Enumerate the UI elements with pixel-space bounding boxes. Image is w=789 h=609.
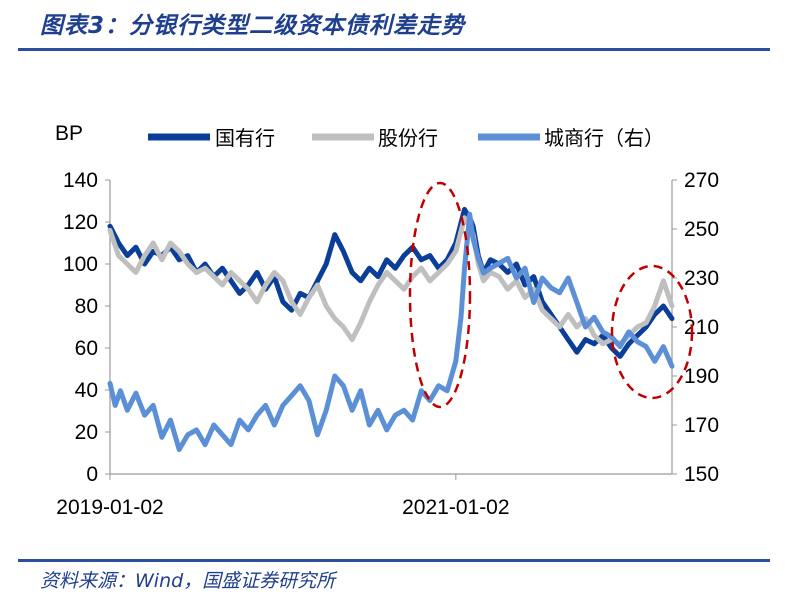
y-right-tick-label: 250 (684, 218, 719, 241)
series-group (107, 206, 675, 452)
highlight-ellipse-2022 (610, 264, 694, 400)
y-right-tick-label: 170 (684, 414, 719, 437)
series-line-city-banks (107, 211, 675, 452)
y-left-tick-label: 120 (63, 211, 98, 234)
y-left-tick-label: 80 (75, 295, 98, 318)
y-right-tick-label: 150 (684, 463, 719, 486)
legend-label-joint-stock: 股份行 (378, 126, 438, 150)
y-left-tick-label: 100 (63, 253, 98, 276)
y-right-tick-label: 270 (684, 169, 719, 192)
x-tick-label: 2019-01-02 (56, 496, 163, 519)
legend-label-state-banks: 国有行 (215, 126, 275, 150)
y-right-tick-label: 230 (684, 267, 719, 290)
y-left-tick-label: 60 (75, 337, 98, 360)
series-line-state-banks (107, 206, 675, 359)
y-left-tick-label: 0 (86, 463, 98, 486)
y-right-tick-label: 210 (684, 316, 719, 339)
y-left-unit: BP (55, 122, 83, 145)
y-left-tick-label: 20 (75, 421, 98, 444)
highlight-ellipse-2021 (408, 181, 472, 409)
page-title: 图表3：分银行类型二级资本债利差走势 (40, 13, 466, 39)
x-tick-label: 2021-01-02 (402, 496, 509, 519)
legend-label-city-banks: 城商行（右） (544, 126, 664, 150)
series-line-joint-stock (107, 215, 675, 347)
y-left-tick-label: 140 (63, 169, 98, 192)
legend: 国有行 股份行 城商行（右） (148, 126, 664, 150)
title-rule (18, 48, 770, 51)
y-left-tick-label: 40 (75, 379, 98, 402)
source-rule (18, 559, 770, 562)
source-note: 资料来源：Wind，国盛证券研究所 (40, 570, 336, 592)
axes: 0 20 40 60 80 100 120 140 150 170 190 210 230 250 270 2… (56, 169, 719, 519)
y-right-tick-label: 190 (684, 365, 719, 388)
